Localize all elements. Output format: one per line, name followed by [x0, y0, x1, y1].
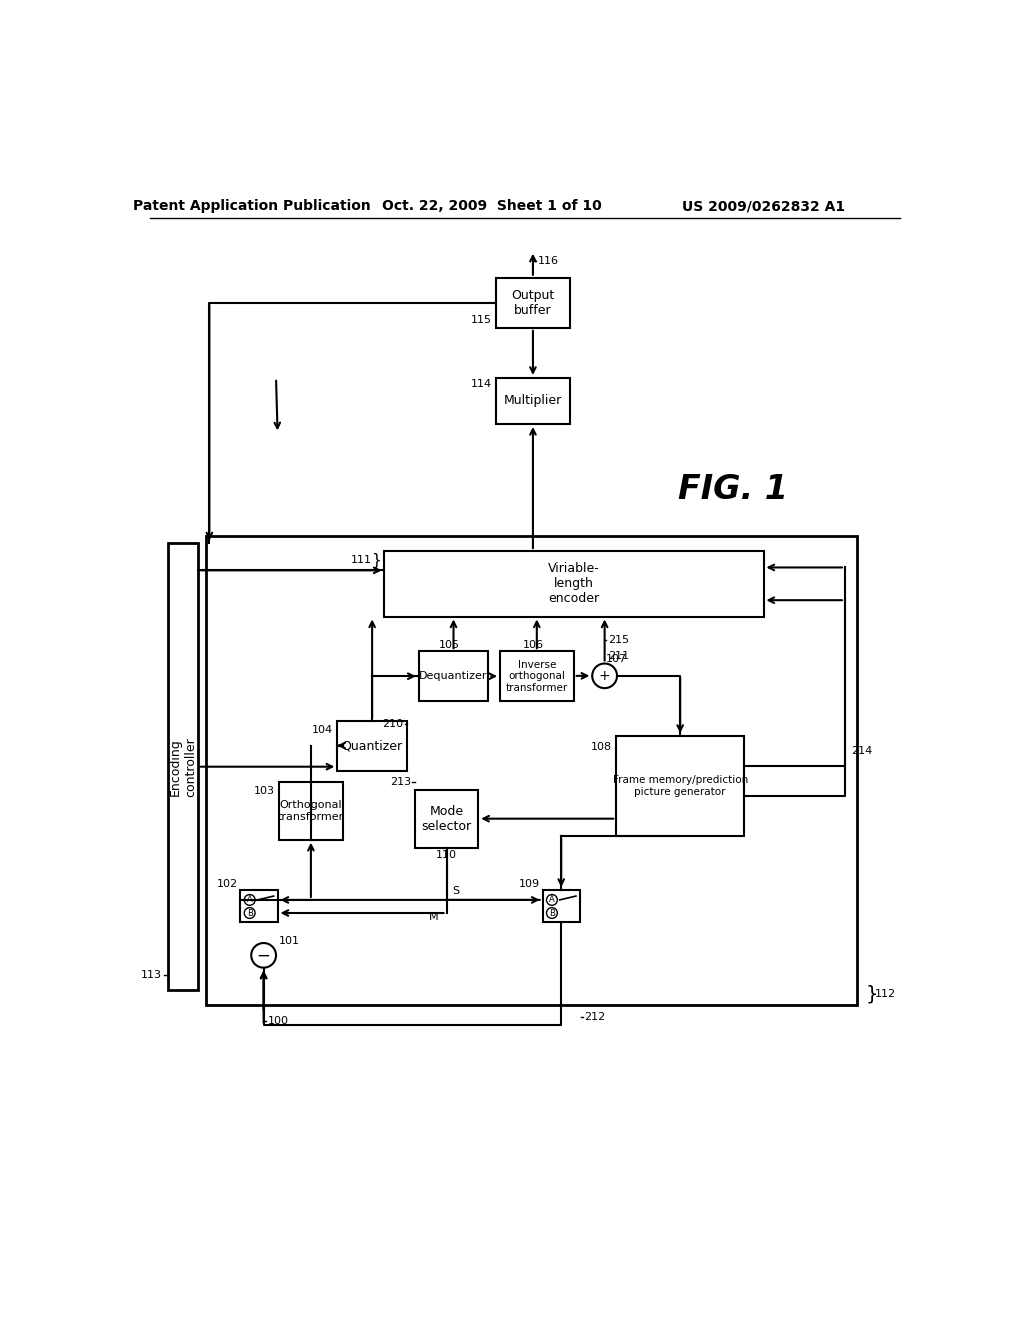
Text: 109: 109 [519, 879, 541, 888]
Text: 215: 215 [607, 635, 629, 644]
Text: M: M [429, 912, 438, 921]
Text: FIG. 1: FIG. 1 [678, 473, 787, 506]
Text: Inverse
orthogonal
transformer: Inverse orthogonal transformer [506, 660, 568, 693]
Text: A: A [247, 895, 253, 904]
Text: 214: 214 [851, 746, 872, 755]
Text: +: + [599, 669, 610, 682]
Text: 101: 101 [280, 936, 300, 946]
Text: A: A [549, 895, 555, 904]
Text: Quantizer: Quantizer [342, 739, 402, 752]
Text: 212: 212 [584, 1012, 605, 1022]
Text: Orthogonal
transformer: Orthogonal transformer [278, 800, 344, 822]
Text: 104: 104 [312, 725, 334, 735]
Text: 116: 116 [538, 256, 558, 265]
Text: Viriable-
length
encoder: Viriable- length encoder [548, 562, 599, 606]
Text: 213: 213 [390, 777, 411, 787]
Text: 113: 113 [141, 970, 162, 979]
Text: Output
buffer: Output buffer [511, 289, 555, 317]
Text: 103: 103 [254, 787, 275, 796]
Bar [419, 651, 488, 701]
Bar [206, 536, 856, 1006]
Text: 111: 111 [350, 556, 372, 565]
Text: Multiplier: Multiplier [504, 395, 562, 408]
Bar [543, 890, 580, 923]
Text: −: − [257, 946, 270, 965]
Text: Dequantizer: Dequantizer [419, 672, 487, 681]
Text: 100: 100 [267, 1016, 289, 1026]
Bar [496, 378, 569, 424]
Bar [241, 890, 278, 923]
Bar [280, 781, 343, 840]
Bar [500, 651, 573, 701]
Text: Frame memory/prediction
picture generator: Frame memory/prediction picture generato… [612, 775, 748, 797]
Text: }: } [371, 553, 381, 568]
Bar [337, 721, 407, 771]
Bar [616, 737, 744, 836]
Text: 110: 110 [436, 850, 457, 861]
Text: 114: 114 [471, 379, 493, 389]
Text: }: } [866, 985, 879, 1003]
Text: 105: 105 [439, 640, 460, 649]
Text: 210: 210 [382, 719, 403, 730]
Text: 106: 106 [522, 640, 544, 649]
Text: B: B [549, 908, 555, 917]
Text: Patent Application Publication: Patent Application Publication [133, 199, 371, 213]
Text: 211: 211 [607, 651, 629, 661]
Text: 112: 112 [876, 989, 896, 999]
Text: B: B [247, 908, 253, 917]
Text: 102: 102 [217, 879, 238, 888]
Text: Oct. 22, 2009  Sheet 1 of 10: Oct. 22, 2009 Sheet 1 of 10 [382, 199, 602, 213]
Bar [496, 277, 569, 327]
Bar [415, 789, 478, 847]
Text: Encoding
controller: Encoding controller [169, 737, 197, 796]
Text: 108: 108 [591, 742, 612, 752]
Bar [384, 552, 764, 616]
Text: Mode
selector: Mode selector [422, 805, 472, 833]
Text: 115: 115 [471, 315, 493, 325]
Text: S: S [453, 886, 460, 896]
Bar [168, 544, 198, 990]
Text: 107: 107 [606, 653, 628, 664]
Text: US 2009/0262832 A1: US 2009/0262832 A1 [682, 199, 845, 213]
